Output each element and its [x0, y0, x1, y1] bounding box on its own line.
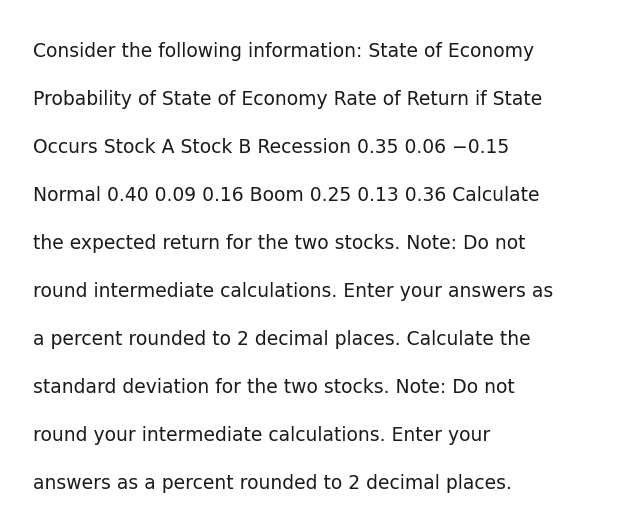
Text: a percent rounded to 2 decimal places. Calculate the: a percent rounded to 2 decimal places. C… [33, 330, 531, 349]
Text: answers as a percent rounded to 2 decimal places.: answers as a percent rounded to 2 decima… [33, 474, 512, 493]
Text: Occurs Stock A Stock B Recession 0.35 0.06 −0.15: Occurs Stock A Stock B Recession 0.35 0.… [33, 138, 509, 157]
Text: Consider the following information: State of Economy: Consider the following information: Stat… [33, 42, 534, 61]
Text: standard deviation for the two stocks. Note: Do not: standard deviation for the two stocks. N… [33, 378, 515, 397]
Text: Probability of State of Economy Rate of Return if State: Probability of State of Economy Rate of … [33, 90, 542, 109]
Text: round your intermediate calculations. Enter your: round your intermediate calculations. En… [33, 426, 490, 445]
Text: the expected return for the two stocks. Note: Do not: the expected return for the two stocks. … [33, 234, 526, 253]
Text: Normal 0.40 0.09 0.16 Boom 0.25 0.13 0.36 Calculate: Normal 0.40 0.09 0.16 Boom 0.25 0.13 0.3… [33, 186, 540, 205]
Text: round intermediate calculations. Enter your answers as: round intermediate calculations. Enter y… [33, 282, 553, 301]
